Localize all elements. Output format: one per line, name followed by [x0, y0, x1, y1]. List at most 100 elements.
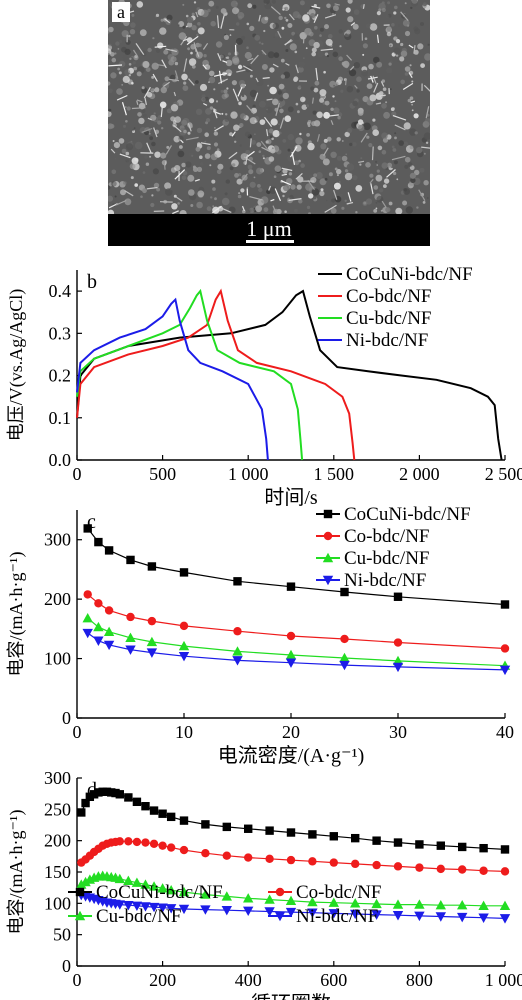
sem-grain: [405, 206, 413, 214]
sem-grain: [164, 182, 172, 190]
sem-flake: [311, 5, 321, 9]
sem-grain: [381, 103, 387, 109]
sem-flake: [217, 52, 222, 61]
sem-grain: [309, 174, 313, 179]
sem-grain: [182, 170, 188, 176]
sem-grain: [120, 189, 126, 196]
data-point: [307, 896, 318, 907]
data-point: [131, 901, 143, 912]
sem-grain: [410, 6, 413, 10]
sem-grain: [378, 8, 382, 12]
sem-grain: [252, 104, 256, 108]
sem-grain: [118, 71, 122, 75]
sem-grain: [181, 73, 188, 81]
sem-flake: [330, 120, 334, 126]
sem-grain: [181, 175, 187, 181]
sem-flake: [425, 106, 430, 119]
sem-grain: [304, 27, 312, 36]
sem-flake: [231, 131, 236, 137]
sem-grain: [206, 146, 211, 151]
sem-grain: [423, 132, 430, 140]
sem-grain: [349, 142, 353, 147]
sem-grain: [133, 127, 136, 129]
sem-flake: [410, 100, 415, 104]
legend-label: Cu-bdc/NF: [344, 548, 430, 569]
sem-grain: [249, 25, 255, 31]
sem-grain: [369, 173, 374, 178]
data-point: [146, 636, 158, 647]
sem-grain: [391, 23, 395, 27]
sem-flake: [187, 123, 192, 132]
sem-flake: [228, 151, 238, 160]
sem-grain: [311, 121, 317, 127]
data-point: [141, 838, 150, 847]
sem-grain: [272, 147, 274, 150]
y-tick-label: 100: [44, 893, 71, 913]
data-point: [392, 899, 404, 909]
sem-grain: [306, 205, 311, 210]
sem-flake: [146, 186, 158, 190]
sem-flake: [222, 60, 228, 63]
sem-grain: [413, 113, 419, 119]
sem-grain: [204, 140, 207, 143]
sem-grain: [298, 199, 303, 204]
sem-grain: [332, 5, 339, 12]
sem-grain: [362, 53, 365, 56]
data-point: [436, 841, 445, 850]
sem-grain: [386, 31, 392, 37]
sem-grain: [310, 86, 315, 91]
sem-grain: [376, 11, 381, 16]
sem-grain: [118, 138, 125, 144]
sem-grain: [183, 129, 187, 134]
sem-grain: [282, 194, 285, 198]
sem-grain: [200, 162, 204, 166]
sem-grain: [317, 50, 324, 58]
sem-flake: [270, 198, 275, 202]
data-point: [158, 841, 167, 850]
sem-grain: [417, 43, 424, 50]
sem-grain: [215, 5, 219, 9]
sem-grain: [177, 95, 180, 98]
data-point: [244, 824, 253, 833]
sem-grain: [246, 22, 250, 26]
sem-grain: [174, 165, 181, 172]
sem-grain: [282, 92, 289, 100]
sem-grain: [208, 70, 215, 77]
sem-grain: [161, 127, 164, 130]
sem-grain: [319, 27, 324, 32]
legend-marker: [74, 910, 86, 921]
sem-flake: [164, 18, 171, 24]
x-tick-label: 0: [73, 464, 82, 484]
data-point: [339, 660, 350, 671]
sem-grain: [183, 81, 187, 85]
sem-grain: [199, 83, 208, 92]
sem-flake: [249, 138, 252, 148]
sem-grain: [233, 136, 236, 138]
sem-flake: [132, 49, 138, 57]
sem-grain: [174, 116, 181, 123]
sem-grain: [280, 58, 285, 63]
sem-grain: [170, 116, 176, 122]
sem-grain: [109, 123, 115, 129]
sem-flake: [172, 210, 179, 214]
data-point: [115, 837, 125, 846]
sem-grain: [403, 122, 411, 130]
sem-grain: [361, 69, 369, 77]
sem-grain: [423, 152, 426, 155]
sem-grain: [375, 207, 378, 210]
x-tick-label: 10: [175, 722, 193, 742]
sem-grain: [346, 163, 355, 171]
sem-flake: [188, 78, 195, 86]
sem-grain: [337, 116, 341, 120]
sem-grain: [185, 14, 189, 18]
sem-flake: [202, 42, 209, 50]
sem-grain: [253, 176, 256, 179]
sem-flake: [168, 78, 180, 82]
legend-label: Co-bdc/NF: [296, 882, 382, 903]
sem-grain: [387, 1, 391, 5]
sem-grain: [186, 22, 193, 28]
sem-grain: [131, 157, 139, 165]
sem-flake: [371, 146, 374, 161]
sem-grain: [160, 152, 167, 159]
sem-grain: [287, 148, 291, 152]
